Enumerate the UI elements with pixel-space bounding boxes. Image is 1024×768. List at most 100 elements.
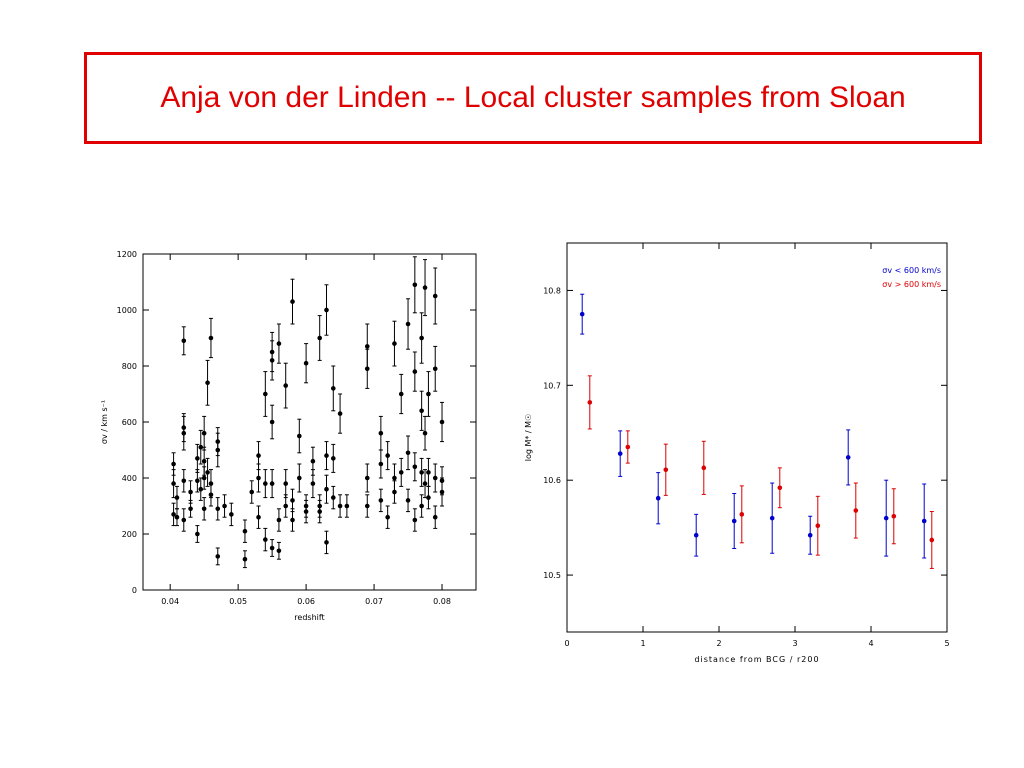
plot-frame <box>566 242 948 633</box>
data-point <box>290 299 295 304</box>
data-point <box>405 450 411 456</box>
data-point <box>276 517 282 523</box>
data-point <box>256 453 261 458</box>
y-tick-label: 200 <box>122 530 137 539</box>
x-tick-label: 5 <box>944 639 949 648</box>
data-point <box>398 391 404 397</box>
data-point <box>405 321 411 327</box>
data-point <box>625 444 631 450</box>
data-point <box>663 467 669 473</box>
data-point <box>276 548 282 554</box>
data-point <box>432 366 438 372</box>
data-point <box>392 489 397 495</box>
data-point <box>198 444 204 450</box>
data-point <box>807 532 813 538</box>
x-tick-label: 0.06 <box>297 597 315 606</box>
data-point <box>181 425 187 430</box>
y-tick-label: 1200 <box>117 250 137 259</box>
data-point <box>883 515 889 521</box>
data-point <box>412 517 418 523</box>
data-point <box>378 498 384 503</box>
data-point <box>297 475 302 481</box>
data-point <box>330 386 336 391</box>
data-point <box>310 481 316 486</box>
data-point <box>195 531 200 537</box>
data-point <box>303 509 309 514</box>
data-point <box>426 495 431 500</box>
data-point <box>422 430 428 436</box>
data-point <box>201 475 207 481</box>
data-point <box>364 503 370 509</box>
data-point <box>419 335 424 341</box>
data-point <box>310 458 316 464</box>
legend-entry: σv > 600 km/s <box>882 280 941 289</box>
data-point <box>256 514 261 520</box>
data-point <box>739 512 745 517</box>
data-point <box>701 465 707 471</box>
data-point <box>405 498 411 503</box>
data-point <box>290 517 295 523</box>
data-point <box>171 512 176 517</box>
data-point <box>195 456 200 461</box>
data-point <box>229 512 234 517</box>
data-point <box>208 335 214 341</box>
data-point <box>263 391 268 397</box>
data-point <box>181 478 187 484</box>
data-point <box>398 470 404 475</box>
data-point <box>256 475 261 481</box>
data-point <box>422 481 428 486</box>
x-tick-label: 2 <box>716 639 721 648</box>
data-point <box>215 554 221 559</box>
data-point <box>324 307 329 313</box>
y-tick-label: 10.8 <box>543 286 561 295</box>
data-point <box>617 451 623 456</box>
data-point <box>215 506 221 512</box>
data-point <box>385 514 390 520</box>
data-point <box>344 503 350 509</box>
x-tick-label: 0 <box>564 639 569 648</box>
data-point <box>188 506 193 512</box>
data-point <box>426 470 431 475</box>
data-point <box>317 335 322 341</box>
data-point <box>324 540 329 545</box>
data-point <box>439 489 445 495</box>
data-point <box>891 513 897 519</box>
x-axis-label: distance from BCG / r200 <box>694 655 819 664</box>
data-point <box>269 358 275 363</box>
data-point <box>201 458 207 464</box>
data-point <box>853 508 859 513</box>
data-point <box>205 380 210 386</box>
data-point <box>181 338 187 344</box>
data-point <box>392 475 397 481</box>
x-tick-label: 4 <box>868 639 873 648</box>
y-tick-label: 400 <box>122 474 137 483</box>
data-point <box>317 503 322 509</box>
x-tick-label: 0.08 <box>433 597 451 606</box>
data-point <box>426 391 431 397</box>
data-point <box>432 293 438 299</box>
data-point <box>242 528 248 534</box>
data-point <box>364 366 370 372</box>
x-tick-label: 0.07 <box>365 597 383 606</box>
data-point <box>439 419 445 425</box>
y-tick-label: 10.7 <box>543 381 561 390</box>
data-point <box>777 485 783 491</box>
data-point <box>215 439 221 444</box>
data-point <box>208 492 214 498</box>
data-point <box>269 419 275 425</box>
x-tick-label: 1 <box>640 639 645 648</box>
data-point <box>412 464 418 470</box>
data-point <box>364 475 370 481</box>
data-point <box>263 481 268 486</box>
data-point <box>845 455 851 460</box>
data-point <box>364 344 370 349</box>
data-point <box>198 486 204 492</box>
data-point <box>422 285 428 290</box>
data-point <box>330 495 336 500</box>
data-point <box>242 556 248 562</box>
data-point <box>263 537 268 542</box>
y-tick-label: 10.5 <box>543 571 561 580</box>
data-point <box>276 341 282 346</box>
data-point <box>283 481 289 486</box>
